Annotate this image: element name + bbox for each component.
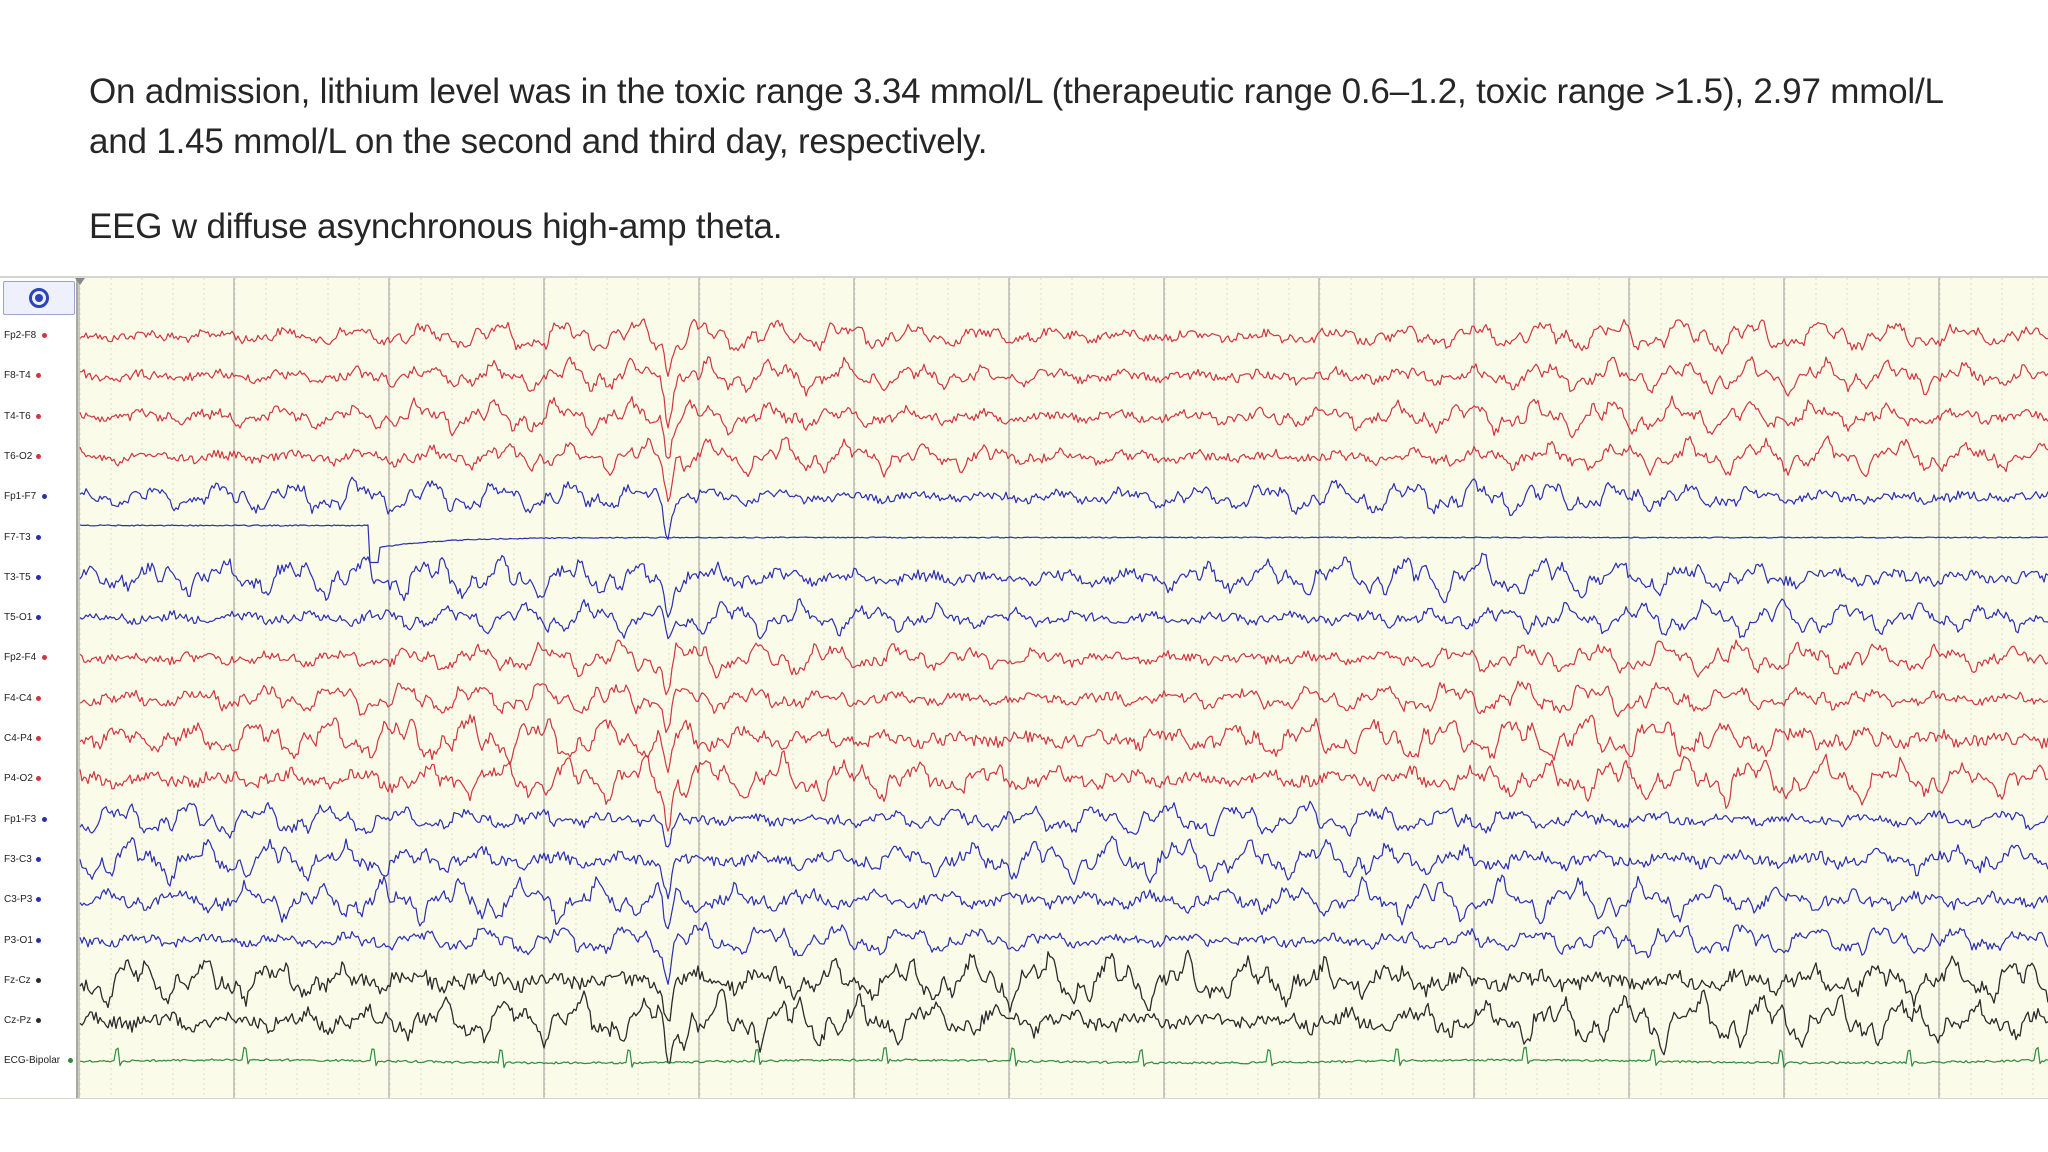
channel-color-dot xyxy=(36,373,41,379)
channel-color-dot xyxy=(36,1018,41,1024)
channel-label[interactable]: Fz-Cz xyxy=(4,974,31,986)
channel-color-dot xyxy=(36,413,41,419)
channel-label-column: Fp2-F8 F8-T4 T4-T6 T6-O2 Fp1-F7 F7-T3 T3-T5 T5-… xyxy=(0,278,78,1098)
channel-color-dot xyxy=(36,574,41,580)
lithium-level-paragraph: On admission, lithium level was in the t… xyxy=(89,72,1943,161)
channel-label[interactable]: F8-T4 xyxy=(4,370,31,382)
channel-color-dot xyxy=(41,333,47,338)
channel-color-dot xyxy=(36,897,41,903)
channel-label[interactable]: C3-P3 xyxy=(4,894,33,906)
eeg-trace xyxy=(79,921,2048,985)
channel-label[interactable]: T5-O1 xyxy=(4,612,33,624)
eeg-finding-paragraph: EEG w diffuse asynchronous high-amp thet… xyxy=(89,207,783,246)
eeg-trace xyxy=(79,552,2048,618)
record-button[interactable] xyxy=(3,281,75,315)
channel-color-dot xyxy=(36,534,41,540)
channel-color-dot xyxy=(68,1058,73,1064)
channel-color-dot xyxy=(41,655,47,661)
channel-color-dot xyxy=(36,736,41,741)
eeg-trace xyxy=(79,435,2048,503)
eeg-trace xyxy=(79,524,2048,564)
channel-label[interactable]: C4-P4 xyxy=(4,733,33,744)
channel-label[interactable]: F7-T3 xyxy=(4,531,31,543)
eeg-viewer: Fp2-F8 F8-T4 T4-T6 T6-O2 Fp1-F7 F7-T3 T3-T5 T5-… xyxy=(0,276,2048,1099)
eeg-trace xyxy=(79,949,2048,1022)
timeline-marker-icon[interactable] xyxy=(75,278,85,285)
eeg-trace xyxy=(79,476,2048,540)
eeg-trace xyxy=(80,1046,2048,1069)
eeg-trace xyxy=(79,680,2048,734)
channel-color-dot xyxy=(36,453,41,459)
channel-color-dot xyxy=(41,816,47,822)
channel-label[interactable]: T6-O2 xyxy=(4,450,33,462)
channel-label[interactable]: T3-T5 xyxy=(4,571,31,583)
eeg-trace xyxy=(79,395,2048,459)
eeg-trace xyxy=(79,356,2048,429)
channel-color-dot xyxy=(36,977,41,983)
channel-color-dot xyxy=(41,494,47,500)
channel-label[interactable]: F4-C4 xyxy=(4,692,32,704)
eeg-trace xyxy=(79,639,2048,696)
channel-label[interactable]: Fp2-F4 xyxy=(4,652,37,664)
record-dot xyxy=(35,294,43,302)
channel-label[interactable]: Cz-Pz xyxy=(4,1015,32,1027)
channel-color-dot xyxy=(36,615,41,621)
eeg-trace xyxy=(79,750,2048,832)
channel-label[interactable]: Fp2-F8 xyxy=(4,330,37,341)
channel-label[interactable]: F3-C3 xyxy=(4,853,32,865)
channel-label[interactable]: Fp1-F7 xyxy=(4,491,37,503)
channel-color-dot xyxy=(36,695,41,701)
eeg-trace xyxy=(79,874,2048,930)
eeg-trace-canvas xyxy=(78,278,2048,1098)
eeg-trace xyxy=(79,988,2048,1064)
channel-label[interactable]: P3-O1 xyxy=(4,934,33,946)
channel-color-dot xyxy=(36,856,41,862)
channel-label[interactable]: ECG-Bipolar xyxy=(4,1055,61,1067)
eeg-trace xyxy=(79,835,2048,900)
eeg-trace xyxy=(79,318,2048,377)
channel-color-dot xyxy=(36,776,41,782)
channel-color-dot xyxy=(36,937,41,943)
channel-label[interactable]: T4-T6 xyxy=(4,410,31,422)
record-target-icon xyxy=(29,288,49,308)
eeg-trace xyxy=(79,714,2048,774)
eeg-trace xyxy=(79,800,2048,848)
channel-label[interactable]: P4-O2 xyxy=(4,773,33,785)
eeg-trace xyxy=(79,598,2048,640)
channel-label[interactable]: Fp1-F3 xyxy=(4,813,37,825)
